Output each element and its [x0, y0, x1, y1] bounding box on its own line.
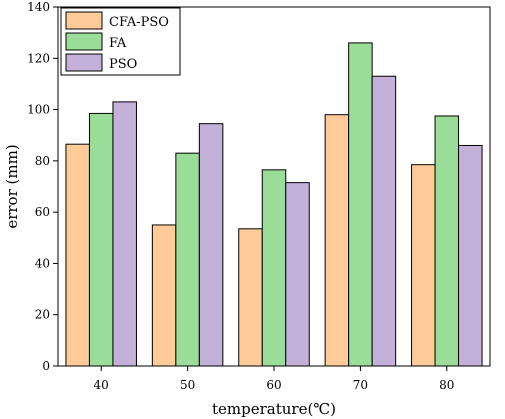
bar-cfa-pso-70	[324, 114, 350, 367]
x-axis-title: temperature(℃)	[212, 400, 336, 418]
bar-cfa-pso-80	[411, 164, 436, 367]
legend-swatch-fa	[65, 32, 103, 51]
y-tick-label-120: 120	[27, 51, 50, 65]
bar-cfa-pso-50	[151, 224, 177, 367]
x-tick-label-50: 50	[180, 378, 195, 392]
legend-swatch-cfa-pso	[65, 11, 103, 30]
axes-group: 0 20 40 60 80 100 120 140 40 50 60 70 80	[27, 0, 491, 392]
y-tick-label-40: 40	[35, 256, 50, 270]
bar-fa-60	[261, 169, 287, 367]
legend-label-cfa-pso: CFA-PSO	[109, 15, 169, 30]
y-tick-label-0: 0	[42, 359, 50, 373]
bar-pso-50	[198, 123, 224, 367]
y-tick-label-100: 100	[27, 103, 50, 117]
y-tick-label-80: 80	[35, 154, 50, 168]
bar-cfa-pso-60	[238, 228, 263, 367]
bar-pso-40	[112, 101, 137, 367]
y-tick-label-140: 140	[27, 0, 50, 14]
bar-fa-40	[88, 112, 114, 367]
bar-fa-80	[434, 115, 460, 367]
bar-pso-80	[458, 144, 483, 367]
bar-pso-60	[285, 182, 310, 367]
y-axis-title: error (mm)	[3, 144, 21, 228]
bar-fa-50	[175, 152, 200, 367]
bars-group	[65, 42, 483, 367]
legend-label-fa: FA	[109, 36, 127, 51]
y-tick-label-20: 20	[35, 308, 50, 322]
legend-swatch-pso	[65, 53, 103, 72]
x-tick-label-80: 80	[439, 378, 454, 392]
legend: CFA-PSO FA PSO	[60, 7, 181, 76]
x-tick-label-40: 40	[94, 378, 109, 392]
x-tick-label-60: 60	[266, 378, 281, 392]
y-tick-label-60: 60	[35, 205, 50, 219]
legend-label-pso: PSO	[109, 57, 137, 72]
bar-cfa-pso-40	[65, 143, 90, 367]
bar-fa-70	[348, 42, 373, 367]
x-tick-label-70: 70	[353, 378, 368, 392]
bar-pso-70	[371, 75, 397, 367]
